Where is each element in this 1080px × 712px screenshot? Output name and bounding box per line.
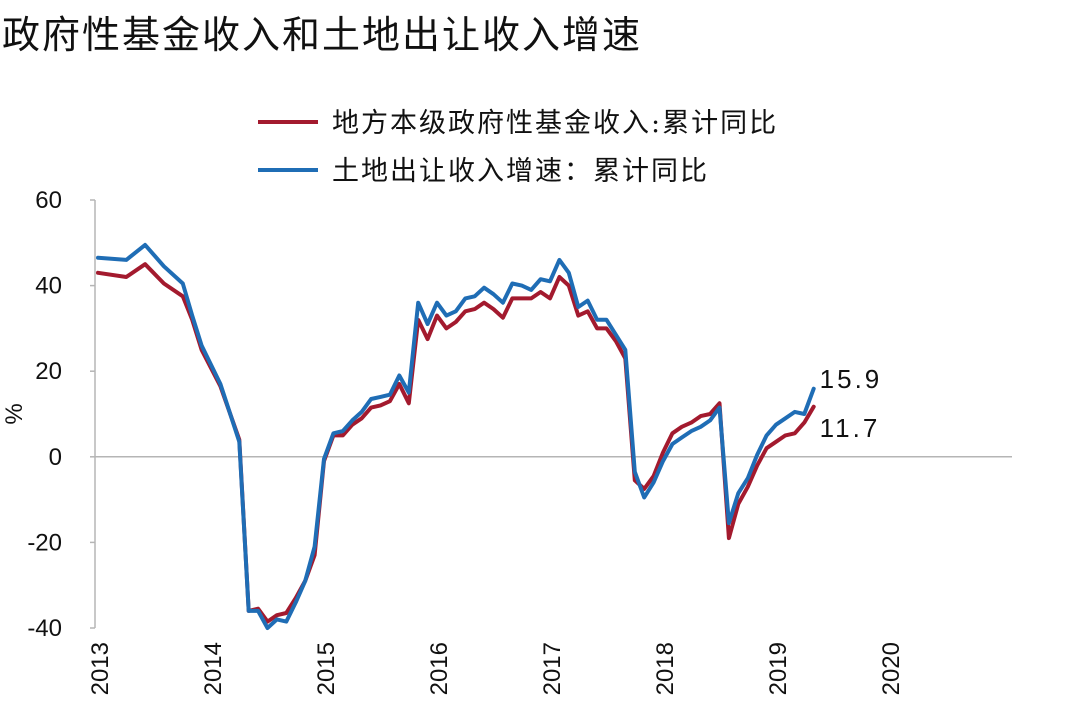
legend-label-land-sales: 土地出让收入增速：累计同比 bbox=[332, 156, 709, 187]
y-tick-label: -20 bbox=[27, 529, 62, 556]
x-tick-label: 2019 bbox=[765, 642, 792, 695]
x-tick-label: 2014 bbox=[200, 642, 227, 695]
x-tick-label: 2017 bbox=[539, 642, 566, 695]
y-tick-label: -40 bbox=[27, 615, 62, 642]
series-line-0 bbox=[96, 262, 816, 624]
x-tick-label: 2013 bbox=[87, 642, 114, 695]
x-tick-label: 2020 bbox=[878, 642, 905, 695]
series-lines bbox=[96, 242, 816, 630]
y-axis-label: % bbox=[1, 403, 28, 424]
series-line-1 bbox=[96, 242, 816, 630]
x-tick-label: 2016 bbox=[426, 642, 453, 695]
end-label-0: 11.7 bbox=[820, 413, 881, 443]
chart-title: 政府性基金收入和土地出让收入增速 bbox=[2, 13, 643, 57]
legend-label-fund-revenue: 地方本级政府性基金收入:累计同比 bbox=[332, 108, 778, 139]
end-label-1: 15.9 bbox=[820, 364, 883, 394]
y-tick-label: 40 bbox=[35, 273, 62, 300]
axes: 60 40 20 0 -20 -40% 2013 2014 2015 2016 2017 2018 20… bbox=[1, 187, 1012, 695]
end-labels: 11.7 15.9 bbox=[820, 364, 883, 443]
y-tick-label: 20 bbox=[35, 358, 62, 385]
y-tick-label: 0 bbox=[49, 444, 62, 471]
x-tick-label: 2015 bbox=[313, 642, 340, 695]
x-tick-label: 2018 bbox=[652, 642, 679, 695]
legend: 地方本级政府性基金收入:累计同比 土地出让收入增速：累计同比 bbox=[258, 108, 778, 187]
y-tick-label: 60 bbox=[35, 187, 62, 214]
